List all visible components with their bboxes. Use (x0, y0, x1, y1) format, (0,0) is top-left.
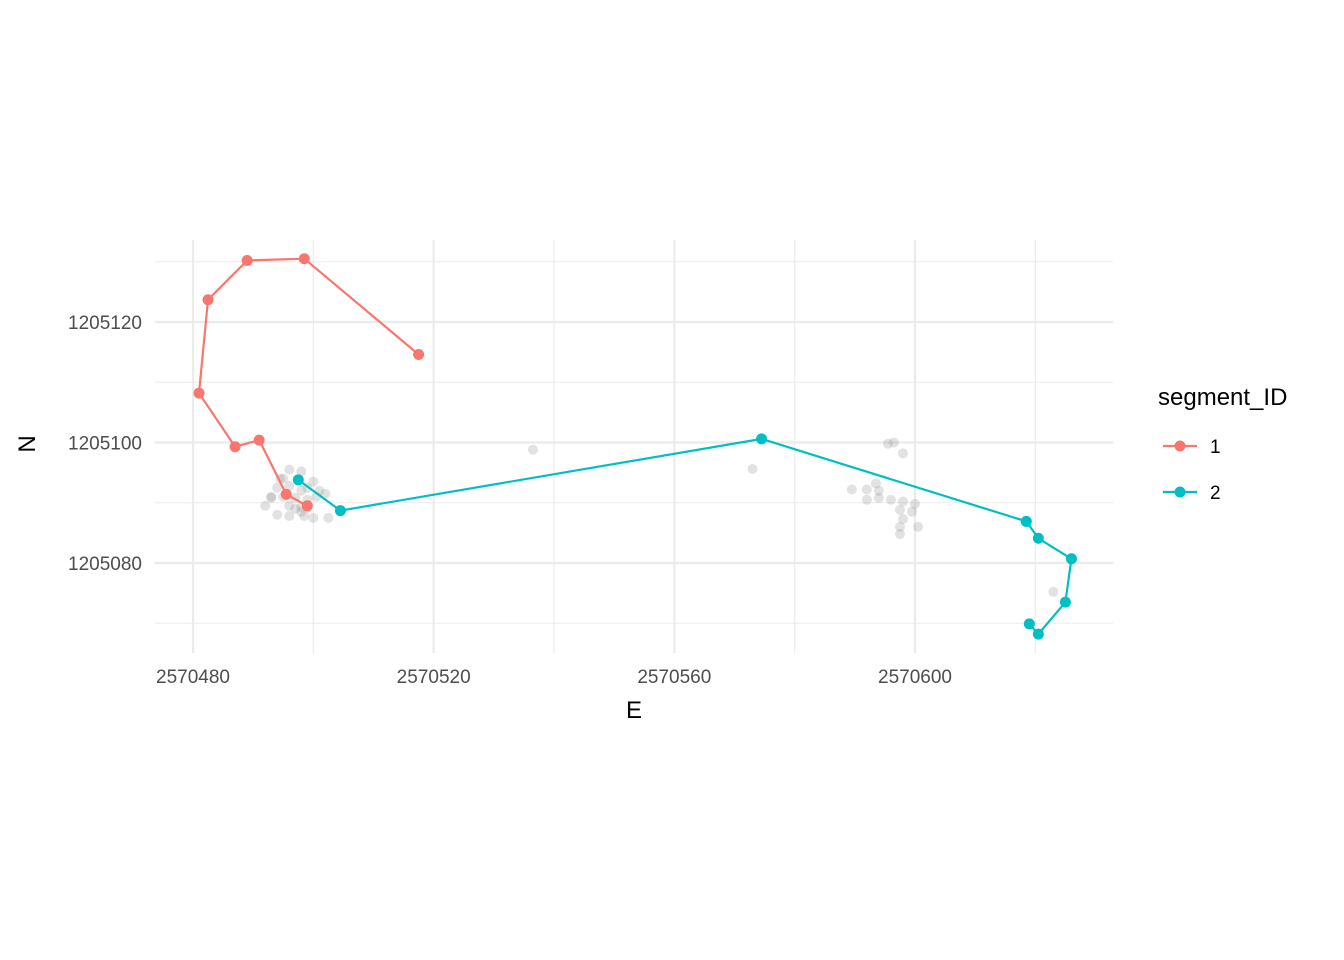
background-point (272, 509, 283, 520)
legend-title: segment_ID (1158, 384, 1287, 411)
background-point (861, 484, 872, 495)
background-point (284, 511, 295, 522)
background-point (882, 438, 893, 449)
series-2-point (1032, 628, 1044, 640)
background-point (284, 464, 295, 475)
x-tick-label-3: 2570600 (878, 667, 952, 688)
background-point (260, 500, 271, 511)
legend-key-point-1 (1174, 440, 1186, 452)
y-tick-label-1: 1205100 (68, 434, 142, 455)
series-1-point (202, 294, 214, 306)
background-point (320, 488, 331, 499)
series-1-point (280, 488, 292, 500)
series-2-point (1059, 596, 1071, 608)
series-1-point (413, 349, 425, 361)
background-point (894, 529, 905, 540)
background-point (913, 521, 924, 532)
background-point (897, 514, 908, 525)
background-point (873, 492, 884, 503)
series-2-point (756, 433, 768, 445)
series-1-point (298, 253, 310, 265)
legend-items: 12 (1163, 437, 1221, 504)
grid-minor (155, 240, 1113, 653)
series-1-point (241, 255, 253, 267)
legend-label-2: 2 (1210, 483, 1221, 504)
x-tick-label-2: 2570560 (637, 667, 711, 688)
background-point (266, 492, 277, 503)
series-layer (193, 253, 1077, 640)
y-tick-labels: 1205080 1205100 1205120 (68, 313, 142, 575)
background-point (284, 480, 295, 491)
background-point (894, 521, 905, 532)
background-point (323, 512, 334, 523)
y-tick-label-0: 1205080 (68, 554, 142, 575)
background-point (846, 484, 857, 495)
background-point (308, 476, 319, 487)
background-point (272, 482, 283, 493)
series-2-point (1020, 515, 1032, 527)
series-1-point (301, 500, 313, 512)
background-point (296, 466, 307, 477)
background-point (296, 485, 307, 496)
series-2-point (292, 474, 304, 486)
grid-major (155, 240, 1113, 653)
series-2-point (1023, 618, 1035, 630)
y-tick-label-2: 1205120 (68, 313, 142, 334)
background-point (897, 448, 908, 459)
x-axis-label: E (626, 697, 642, 724)
x-tick-labels: 2570480 2570520 2570560 2570600 (156, 667, 952, 688)
background-point (906, 506, 917, 517)
series-1-point (229, 441, 241, 453)
background-point (747, 464, 758, 475)
background-point (894, 504, 905, 515)
series-1-point (253, 434, 265, 446)
series-1-point (193, 387, 205, 399)
y-axis-label: N (14, 435, 41, 452)
background-point (888, 437, 899, 448)
background-point (266, 491, 277, 502)
background-point (885, 494, 896, 505)
legend-key-point-2 (1174, 486, 1186, 498)
background-point (861, 494, 872, 505)
background-point (1048, 586, 1059, 597)
background-point (299, 511, 310, 522)
series-2-point (1065, 553, 1077, 565)
series-2-point (334, 505, 346, 517)
x-tick-label-1: 2570520 (397, 667, 471, 688)
legend-label-1: 1 (1210, 437, 1221, 458)
background-point (308, 512, 319, 523)
background-point (873, 485, 884, 496)
background-point (527, 444, 538, 455)
background-point (870, 478, 881, 489)
background-point (897, 496, 908, 507)
legend: segment_ID 12 (1158, 384, 1287, 504)
x-tick-label-0: 2570480 (156, 667, 230, 688)
background-points (260, 437, 1059, 597)
background-point (910, 498, 920, 509)
background-point (284, 500, 295, 511)
background-point (290, 503, 301, 514)
series-2-point (1032, 532, 1044, 544)
